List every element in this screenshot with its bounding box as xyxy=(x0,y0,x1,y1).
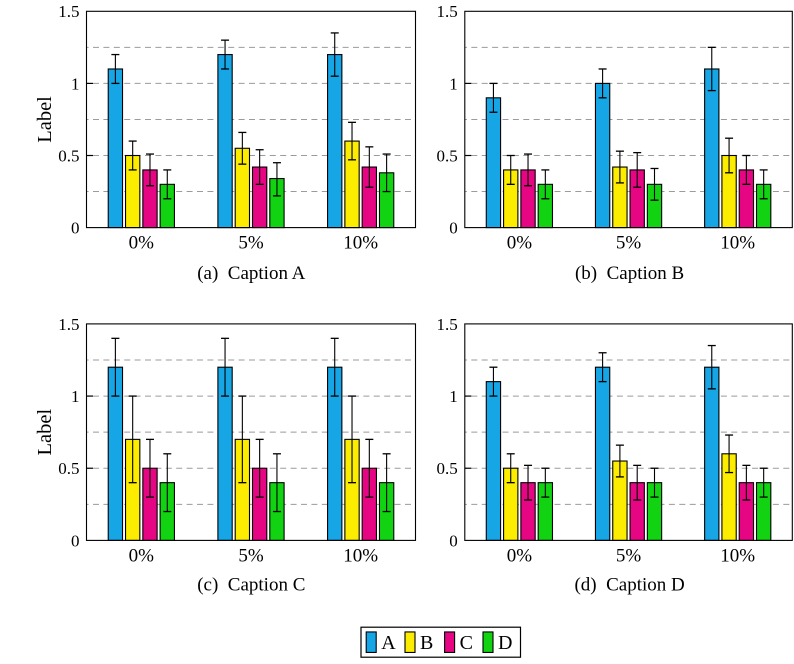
svg-text:1: 1 xyxy=(71,74,80,93)
svg-text:0%: 0% xyxy=(129,233,155,254)
svg-text:5%: 5% xyxy=(616,546,642,567)
svg-text:1: 1 xyxy=(449,387,458,406)
svg-text:0.5: 0.5 xyxy=(58,146,79,165)
svg-text:1: 1 xyxy=(71,387,80,406)
svg-text:(c) Caption C: (c) Caption C xyxy=(197,575,305,596)
svg-text:A: A xyxy=(381,632,396,654)
svg-text:10%: 10% xyxy=(343,233,378,254)
svg-text:10%: 10% xyxy=(720,546,755,567)
svg-text:1.5: 1.5 xyxy=(58,315,79,334)
svg-text:1.5: 1.5 xyxy=(58,2,79,21)
svg-text:1.5: 1.5 xyxy=(437,2,458,21)
svg-text:D: D xyxy=(498,632,512,654)
svg-text:(b) Caption B: (b) Caption B xyxy=(575,263,684,284)
svg-text:10%: 10% xyxy=(720,233,755,254)
svg-text:1: 1 xyxy=(449,74,458,93)
svg-text:(a) Caption A: (a) Caption A xyxy=(197,263,305,284)
svg-text:0%: 0% xyxy=(507,233,533,254)
svg-text:0.5: 0.5 xyxy=(437,459,458,478)
svg-text:C: C xyxy=(460,632,473,654)
svg-text:Label: Label xyxy=(34,409,56,456)
svg-text:Label: Label xyxy=(34,96,56,143)
svg-text:0%: 0% xyxy=(129,546,155,567)
svg-text:0: 0 xyxy=(71,219,80,238)
svg-text:0.5: 0.5 xyxy=(437,146,458,165)
svg-text:B: B xyxy=(420,632,433,654)
svg-text:5%: 5% xyxy=(616,233,642,254)
svg-text:0: 0 xyxy=(449,219,458,238)
svg-text:10%: 10% xyxy=(343,546,378,567)
svg-text:1.5: 1.5 xyxy=(437,315,458,334)
svg-text:5%: 5% xyxy=(238,233,264,254)
svg-text:0%: 0% xyxy=(507,546,533,567)
svg-text:5%: 5% xyxy=(238,546,264,567)
svg-text:(d) Caption D: (d) Caption D xyxy=(574,575,684,596)
svg-text:0: 0 xyxy=(71,531,80,550)
svg-text:0: 0 xyxy=(449,531,458,550)
svg-text:0.5: 0.5 xyxy=(58,459,79,478)
